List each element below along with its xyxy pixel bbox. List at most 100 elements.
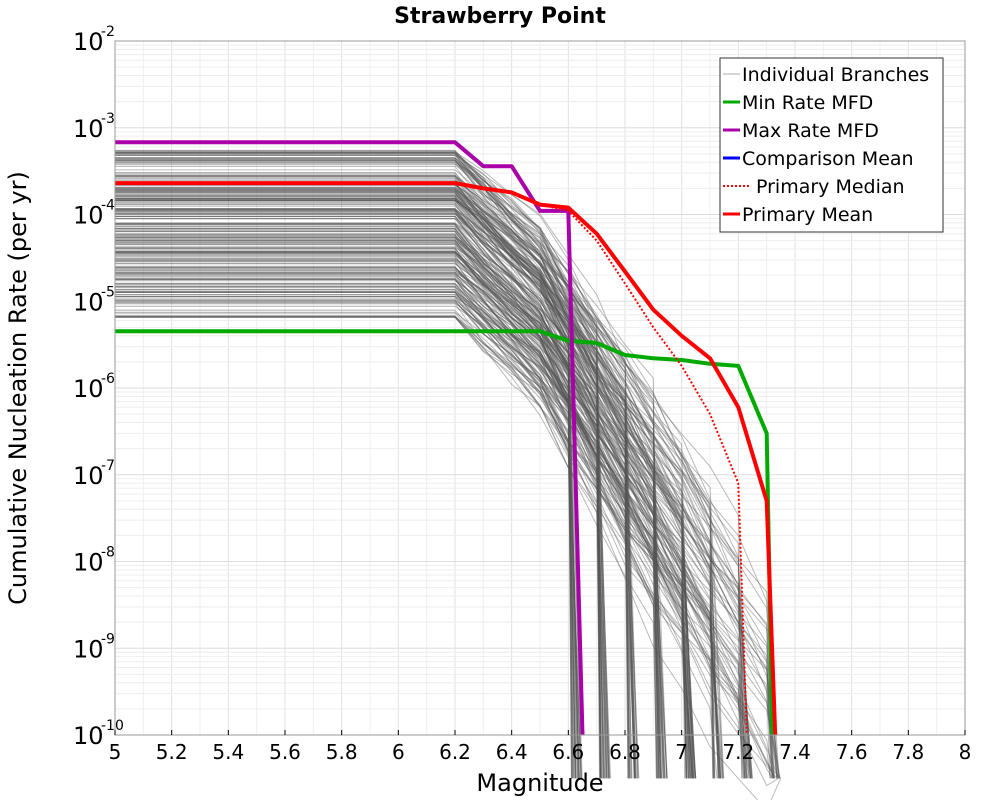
individual-branch-line [115,182,697,779]
individual-branch-line [115,285,580,779]
individual-branch-line [115,283,631,779]
individual-branch-line [115,198,659,779]
individual-branch-line [115,250,694,779]
individual-branch-line [115,199,611,779]
legend-label: Primary Mean [742,204,873,226]
individual-branch-line [115,225,579,779]
y-tick-exponent: -10 [101,718,124,734]
individual-branch-line [115,254,660,779]
legend-label: Max Rate MFD [742,120,879,142]
plot-area [115,140,782,800]
individual-branch-line [115,260,660,779]
individual-branch-line [115,212,724,779]
individual-branch-line [115,291,781,779]
individual-branch-line [115,263,692,779]
x-tick-label: 6.4 [496,740,528,764]
individual-branch-line [115,195,697,779]
individual-branch-line [115,282,781,779]
individual-branch-line [115,291,771,779]
individual-branch-line [115,253,693,779]
individual-branch-line [115,278,662,779]
individual-branch-line [115,189,687,779]
individual-branch-line [115,198,773,779]
individual-branch-line [115,198,716,779]
individual-branch-line [115,191,604,779]
individual-branch-line [115,248,695,779]
individual-branch-line [115,258,772,779]
individual-branch-line [115,195,753,779]
individual-branch-line [115,288,657,779]
individual-branch-line [115,159,582,779]
legend-label: Individual Branches [742,64,929,86]
individual-branch-line [115,269,774,779]
individual-branch-line [115,299,601,779]
individual-branch-line [115,190,774,779]
y-tick-label: 10 [73,375,104,403]
individual-branch-line [115,290,582,779]
individual-branch-line [115,234,583,779]
individual-branch-line [115,153,632,779]
individual-branch-line [115,291,636,779]
y-tick-label: 10 [73,288,104,316]
individual-branch-line [115,236,753,779]
individual-branch-line [115,153,662,779]
individual-branch-line [115,257,724,779]
individual-branch-line [115,278,779,787]
legend-box [719,57,944,233]
individual-branch-line [115,266,608,779]
individual-branch-line [115,252,661,779]
individual-branch-line [115,192,631,779]
individual-branch-line [115,202,574,779]
individual-branch-line [115,208,747,779]
individual-branch-line [115,157,725,779]
individual-branch-line [115,200,662,779]
individual-branch-line [115,216,635,779]
individual-branch-line [115,305,720,779]
y-tick-label: 10 [73,635,104,663]
y-tick-exponent: -7 [101,458,115,474]
individual-branch-line [115,194,719,779]
individual-branch-line [115,172,577,779]
individual-branch-line [115,245,776,779]
individual-branch-line [115,240,693,779]
individual-branch-line [115,187,748,779]
x-tick-label: 5.2 [156,740,188,764]
individual-branch-line [115,190,692,779]
individual-branch-line [115,174,696,779]
individual-branch-line [115,211,693,779]
individual-branch-line [115,291,577,779]
individual-branch-line [115,163,719,779]
individual-branch-line [115,154,639,779]
x-tick-label: 5.6 [269,740,301,764]
individual-branch-line [115,243,752,779]
individual-branch-line [115,228,668,779]
individual-branch-line [115,286,601,779]
individual-branch-line [115,267,636,779]
individual-branch-line [115,271,689,779]
y-tick-exponent: -4 [101,198,115,214]
individual-branch-line [115,187,601,779]
individual-branch-line [115,159,746,779]
individual-branch-line [115,218,639,779]
individual-branch-line [115,160,660,779]
individual-branch-line [115,150,724,779]
y-tick-exponent: -2 [101,24,115,40]
y-tick-label: 10 [73,28,104,56]
individual-branch-line [115,179,752,779]
individual-branch-line [115,296,697,779]
individual-branch-line [115,233,660,779]
individual-branch-line [115,276,691,779]
individual-branch-line [115,273,774,779]
individual-branch-line [115,260,607,779]
legend-label: Primary Median [756,176,905,198]
individual-branch-line [115,208,780,779]
individual-branch-line [115,186,666,779]
individual-branch-line [115,166,630,779]
individual-branch-line [115,296,718,779]
individual-branch-line [115,188,601,779]
individual-branch-line [115,190,695,779]
x-axis-label: Magnitude [476,769,603,797]
x-tick-label: 7 [675,740,688,764]
individual-branch-line [115,197,752,779]
individual-branch-line [115,192,778,779]
